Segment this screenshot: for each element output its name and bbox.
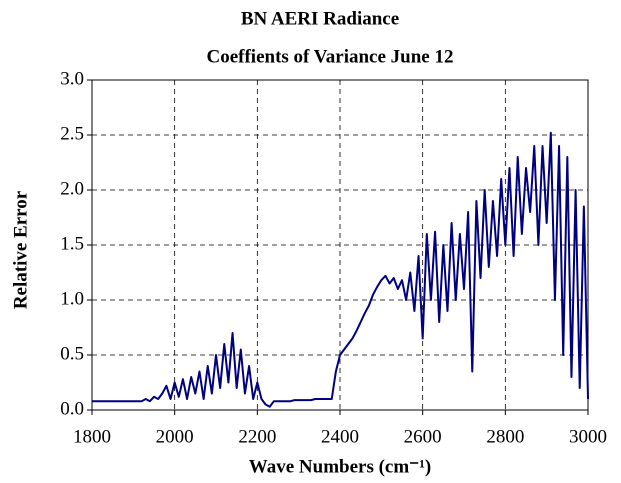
x-tick-label: 2200	[238, 426, 276, 447]
data-line	[92, 131, 589, 408]
x-tick-label: 3000	[569, 426, 607, 447]
x-tick-label: 2600	[404, 426, 442, 447]
x-axis-label: Wave Numbers (cm⁻¹)	[249, 456, 431, 477]
x-tick-label: 1800	[73, 426, 111, 447]
x-tick-label: 2000	[156, 426, 194, 447]
x-tick-label: 2400	[321, 426, 359, 447]
chart-subtitle: Coeffients of Variance June 12	[207, 46, 454, 67]
x-tick-label: 2800	[486, 426, 524, 447]
chart-title: BN AERI Radiance	[241, 8, 399, 29]
y-tick-label: 1.0	[60, 288, 84, 309]
y-tick-label: 3.0	[60, 68, 84, 89]
y-axis-label: Relative Error	[10, 190, 31, 309]
y-tick-label: 2.5	[60, 123, 84, 144]
y-tick-label: 0.0	[60, 398, 84, 419]
y-tick-label: 0.5	[60, 343, 84, 364]
y-tick-label: 2.0	[60, 178, 84, 199]
y-tick-label: 1.5	[60, 233, 84, 254]
